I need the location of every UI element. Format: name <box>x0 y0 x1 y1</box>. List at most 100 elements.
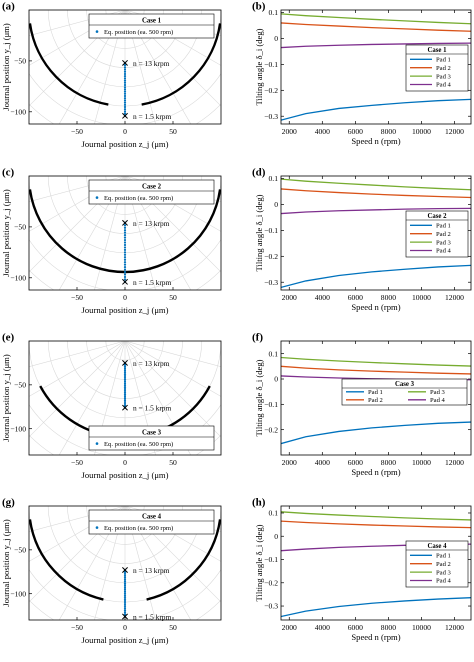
x-tick-label: −50 <box>71 458 83 467</box>
eq-position-point <box>123 86 127 89</box>
eq-position-point <box>123 231 127 234</box>
x-tick-label: 2000 <box>282 293 297 302</box>
x-tick-label: 4000 <box>315 127 330 136</box>
polar-grid-spoke <box>125 506 126 507</box>
y-axis-label: Tilting angle δ_i (deg) <box>254 524 264 601</box>
legend-entry: Pad 3 <box>436 73 452 80</box>
x-tick-label: 10000 <box>412 127 431 136</box>
eq-position-point <box>123 605 127 608</box>
polar-grid-spoke <box>124 341 221 438</box>
eq-position-point <box>123 253 127 256</box>
eq-position-point <box>123 81 127 84</box>
eq-position-point <box>123 393 127 396</box>
series-line-pad-1 <box>281 597 471 618</box>
legend-entry: Eq. position (ea. 500 rpm) <box>104 525 173 532</box>
speed-annotation-1: n = 13 krpm <box>133 59 170 68</box>
eq-position-point <box>123 389 127 392</box>
polar-grid-spoke <box>124 10 125 11</box>
eq-position-point <box>123 99 127 102</box>
x-axis-label: Journal position z_j (μm) <box>82 635 169 645</box>
eq-position-point <box>123 590 127 593</box>
speed-annotation-2: n = 1.5 krpm <box>133 612 171 621</box>
polar-grid-spoke <box>125 176 126 177</box>
y-tick-label: −50 <box>14 56 26 65</box>
speed-annotation-1: n = 13 krpm <box>133 566 170 575</box>
eq-position-point <box>123 77 127 80</box>
legend-entry: Pad 3 <box>436 569 452 576</box>
legend: Case 3 Eq. position (ea. 500 rpm) <box>88 425 215 451</box>
x-tick-label: 2000 <box>282 458 297 467</box>
series-line-pad-3 <box>281 356 471 367</box>
y-axis-label: Journal position y_j (μm) <box>1 354 11 442</box>
legend-title: Case 4 <box>427 543 447 550</box>
speed-annotation-2: n = 1.5 krpm <box>133 112 171 121</box>
panel-label: (c) <box>2 167 15 179</box>
eq-position-point <box>123 97 127 100</box>
polar-grid-spoke <box>29 341 126 368</box>
legend-entry: Pad 1 <box>368 389 383 396</box>
speed-marker-1 <box>122 359 128 366</box>
polar-grid-spoke <box>124 176 125 177</box>
polar-grid-spoke <box>124 506 125 507</box>
legend-entry: Pad 2 <box>436 65 451 72</box>
y-axis-label: Tilting angle δ_i (deg) <box>254 359 264 436</box>
eq-position-point <box>123 597 127 601</box>
series-line-pad-3 <box>281 178 471 191</box>
polar-grid-spoke <box>124 10 125 11</box>
eq-position-point <box>123 570 127 574</box>
y-tick-label: −100 <box>10 424 26 433</box>
eq-position-point <box>123 246 127 249</box>
y-tick-label: −0.1 <box>264 60 278 69</box>
eq-position-point <box>123 404 127 407</box>
eq-position-point <box>123 373 127 376</box>
y-tick-label: −50 <box>14 380 26 389</box>
x-tick-label: 12000 <box>445 293 464 302</box>
x-axis-label: Journal position z_j (μm) <box>82 470 169 480</box>
legend-title: Case 2 <box>142 183 162 190</box>
polar-grid-spoke <box>124 341 125 342</box>
eq-position-point <box>123 273 127 276</box>
legend-entry: Pad 1 <box>436 553 451 560</box>
polar-grid-spoke <box>123 10 125 11</box>
polar-grid-spoke <box>125 341 126 342</box>
x-axis-label: Speed n (rpm) <box>351 632 400 642</box>
x-tick-label: 0 <box>123 127 127 136</box>
x-axis-label: Journal position z_j (μm) <box>82 305 169 315</box>
polar-grid-spoke <box>124 176 125 177</box>
plot-frame <box>280 9 472 125</box>
eq-position-point <box>123 371 127 374</box>
series-line-pad-2 <box>281 520 471 529</box>
y-tick-label: 0.1 <box>269 8 279 17</box>
x-tick-label: 12000 <box>445 458 464 467</box>
eq-position-point <box>123 270 127 274</box>
y-tick-label: −0.1 <box>264 400 278 409</box>
legend-marker <box>95 196 99 199</box>
eq-position-point <box>123 238 127 242</box>
legend-title: Case 1 <box>142 17 162 24</box>
eq-position-point <box>123 400 127 404</box>
x-tick-label: 4000 <box>315 458 330 467</box>
legend-marker <box>95 30 99 33</box>
pad-arc-1 <box>29 23 109 106</box>
y-tick-label: −0.3 <box>264 602 278 611</box>
eq-position-point <box>123 397 127 400</box>
eq-position-point <box>123 278 127 281</box>
eq-position-point <box>123 90 127 93</box>
speed-marker-1 <box>122 219 128 226</box>
y-tick-label: −0.2 <box>264 425 278 434</box>
speed-annotation-2: n = 1.5 krpm <box>133 404 171 413</box>
eq-position-point <box>123 592 127 595</box>
y-tick-label: −0.3 <box>264 278 278 287</box>
x-tick-label: 4000 <box>315 293 330 302</box>
x-tick-label: 4000 <box>315 623 330 632</box>
legend-entry: Pad 4 <box>436 248 452 255</box>
y-tick-label: 0 <box>274 375 278 384</box>
polar-grid-spoke <box>124 176 125 177</box>
x-tick-label: 50 <box>169 458 177 467</box>
eq-position-point <box>123 378 127 381</box>
x-tick-label: 0 <box>123 293 127 302</box>
eq-position-point <box>123 578 127 581</box>
polar-grid-spoke <box>125 341 126 342</box>
polar-grid-spoke <box>125 176 126 177</box>
